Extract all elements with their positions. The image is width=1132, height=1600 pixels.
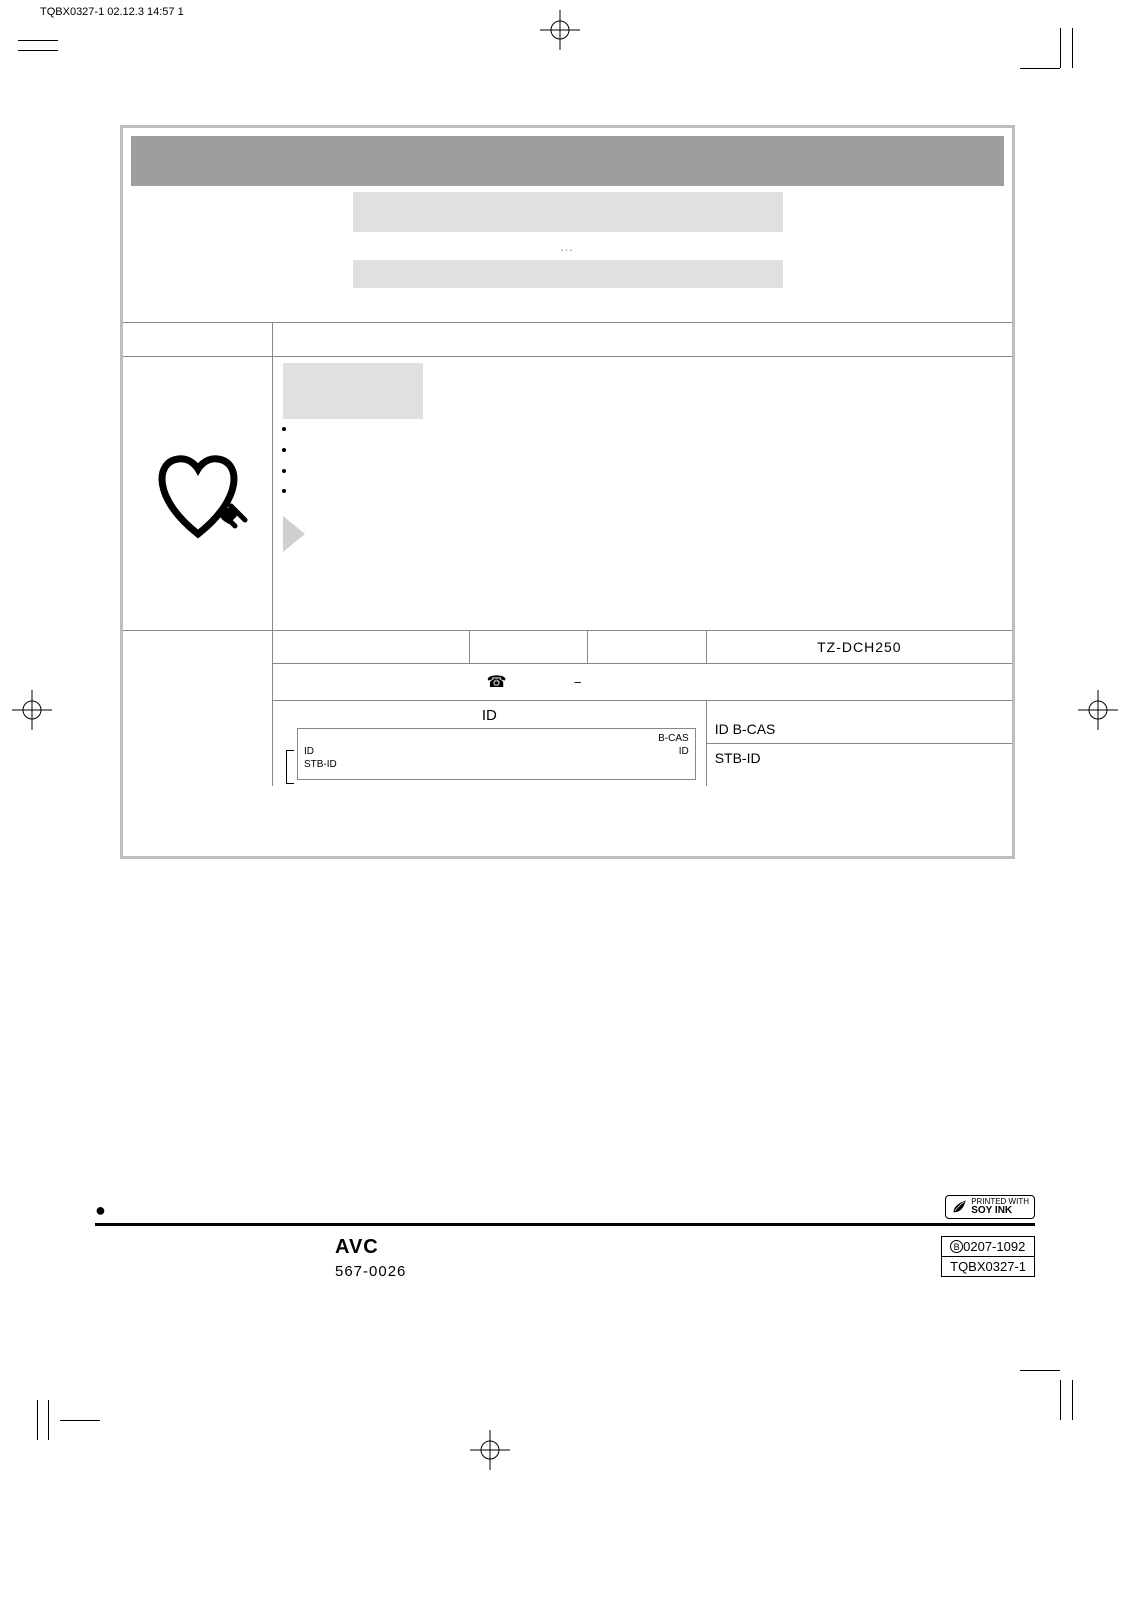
card-grid: TZ-DCH250 ☎ − ID bbox=[123, 322, 1012, 786]
registration-mark-bottom bbox=[470, 1430, 510, 1470]
crop-mark bbox=[1072, 1380, 1073, 1420]
st-r1-c2 bbox=[470, 631, 588, 664]
registration-mark-left bbox=[12, 690, 52, 730]
doc-code-2: TQBX0327-1 bbox=[942, 1257, 1034, 1276]
bullet-item bbox=[297, 440, 1002, 461]
bcas-small-label: B-CAS bbox=[658, 733, 689, 744]
crop-mark bbox=[18, 40, 58, 41]
crop-mark bbox=[1020, 1370, 1060, 1371]
footer-bottom-line: AVC 567-0026 B0207-1092 TQBX0327-1 bbox=[95, 1226, 1035, 1280]
id-small-1: ID bbox=[304, 746, 314, 757]
crop-mark bbox=[1060, 1380, 1061, 1420]
avc-label: AVC bbox=[335, 1236, 406, 1259]
soy-ink-badge: PRINTED WITH SOY INK bbox=[945, 1195, 1035, 1219]
crop-mark bbox=[48, 1400, 49, 1440]
id-small-2: ID bbox=[679, 745, 689, 758]
doc-codes-box: B0207-1092 TQBX0327-1 bbox=[941, 1236, 1035, 1277]
heart-plug-icon bbox=[143, 444, 253, 544]
crop-mark bbox=[60, 1420, 100, 1421]
bullet-item bbox=[297, 419, 1002, 440]
row2-bullets bbox=[283, 419, 1002, 502]
crop-mark bbox=[18, 50, 58, 51]
bcas-id-field: ID B-CAS bbox=[707, 715, 1012, 744]
crop-mark bbox=[37, 1400, 38, 1440]
code1-text: 0207-1092 bbox=[963, 1239, 1025, 1254]
row2-right-text bbox=[283, 552, 1002, 624]
row2-left-icon-cell bbox=[123, 357, 273, 631]
stb-id-field: STB-ID bbox=[707, 744, 1012, 772]
id-block: ID B-CAS ID ID STB-ID bbox=[273, 701, 706, 787]
row1-right bbox=[273, 323, 1012, 357]
row3-subtable: TZ-DCH250 ☎ − ID bbox=[273, 631, 1012, 786]
st-r1-c3 bbox=[588, 631, 706, 664]
registration-mark-top bbox=[540, 10, 580, 50]
soy-line2: SOY INK bbox=[971, 1205, 1012, 1216]
row2-right bbox=[273, 357, 1012, 631]
card-sub-ellipsis: … bbox=[123, 238, 1012, 254]
registration-mark-right bbox=[1078, 690, 1118, 730]
card-sub-bar-3 bbox=[458, 294, 678, 312]
soy-leaf-icon bbox=[951, 1199, 967, 1215]
tel-dash: − bbox=[574, 675, 582, 690]
footer-top-line: ● PRINTED WITH SOY INK bbox=[95, 1195, 1035, 1226]
crop-mark bbox=[1020, 68, 1060, 69]
id-small-box: B-CAS ID ID STB-ID bbox=[297, 728, 696, 780]
stb-id-label: STB-ID bbox=[715, 750, 761, 766]
print-meta-header: TQBX0327-1 02.12.3 14:57 1 bbox=[40, 6, 184, 18]
card-sub-bar-1 bbox=[353, 192, 783, 232]
page-footer: ● PRINTED WITH SOY INK AVC 567-0026 B020… bbox=[95, 1195, 1035, 1280]
circled-b: B bbox=[950, 1240, 963, 1253]
id-label: ID bbox=[482, 707, 497, 724]
postal-code: 567-0026 bbox=[335, 1263, 406, 1280]
card-sub-bar-2 bbox=[353, 260, 783, 288]
crop-mark bbox=[1060, 28, 1061, 68]
bullet-item bbox=[297, 461, 1002, 482]
telephone-icon: ☎ bbox=[487, 674, 507, 691]
doc-code-1: B0207-1092 bbox=[942, 1237, 1034, 1257]
card-footnote bbox=[123, 786, 1012, 856]
id-right-col: ID B-CAS STB-ID bbox=[706, 701, 1012, 787]
model-number: TZ-DCH250 bbox=[706, 631, 1012, 664]
bracket-icon bbox=[286, 750, 294, 784]
row3-left bbox=[123, 631, 273, 786]
bullet-dot: ● bbox=[95, 1200, 106, 1221]
card-title-bar bbox=[131, 136, 1004, 186]
st-r1-c1 bbox=[273, 631, 470, 664]
crop-mark bbox=[1072, 28, 1073, 68]
row2-gray-box bbox=[283, 363, 423, 419]
service-card: … bbox=[120, 125, 1015, 859]
triangle-right-icon bbox=[283, 516, 305, 552]
bullet-item bbox=[297, 481, 1002, 502]
bcas-id-label: ID B-CAS bbox=[715, 721, 776, 737]
tel-row: ☎ − bbox=[273, 664, 1012, 701]
stb-id-small: STB-ID bbox=[304, 759, 337, 770]
row1-left bbox=[123, 323, 273, 357]
row3-right: TZ-DCH250 ☎ − ID bbox=[273, 631, 1012, 786]
